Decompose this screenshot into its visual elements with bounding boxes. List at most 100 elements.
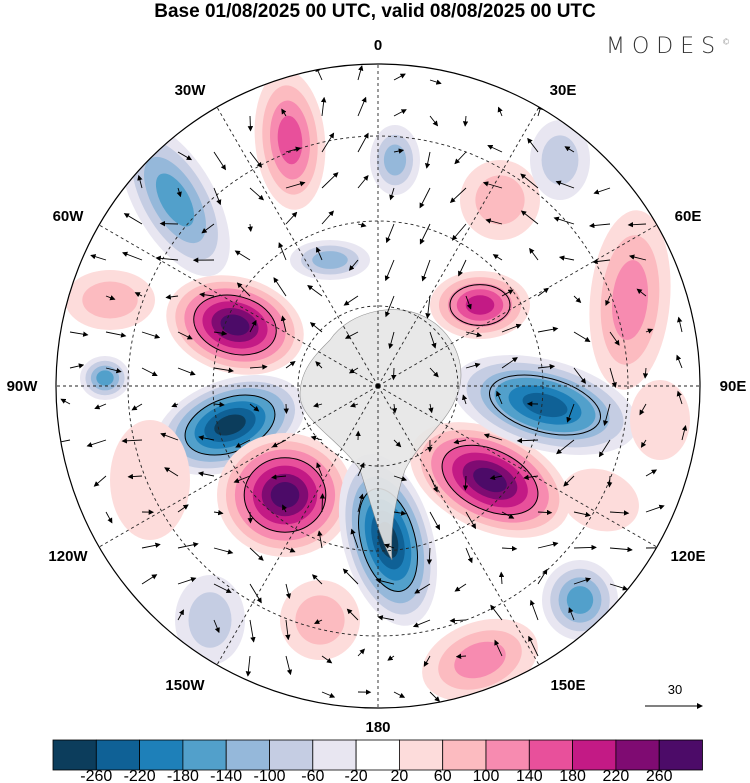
wind-vector xyxy=(429,691,440,702)
wind-vector xyxy=(639,403,647,416)
colorbar-label: -140 xyxy=(210,768,242,783)
wind-vector xyxy=(164,467,179,477)
wind-vector xyxy=(94,403,107,410)
meridian-line xyxy=(377,99,544,387)
wind-vector xyxy=(285,181,306,189)
wind-vector xyxy=(388,331,395,350)
wind-vector xyxy=(249,547,264,561)
wind-vector xyxy=(384,259,395,282)
wind-vector xyxy=(273,277,287,297)
wind-vector xyxy=(319,493,326,513)
wind-vector xyxy=(313,402,323,408)
wind-vector xyxy=(321,132,335,153)
anomaly-blob xyxy=(120,123,230,277)
copyright-mark: © xyxy=(722,37,731,47)
wind-vector xyxy=(90,254,107,261)
longitude-label: 60E xyxy=(675,208,702,225)
wind-vector xyxy=(492,254,503,261)
wind-vector xyxy=(489,474,503,481)
wind-vector xyxy=(573,367,586,384)
wind-vector xyxy=(346,608,359,621)
wind-vector xyxy=(213,510,224,516)
wind-vector xyxy=(177,331,193,340)
wind-vector xyxy=(236,282,251,297)
wind-vector xyxy=(313,619,323,624)
wind-vector xyxy=(681,425,688,441)
meridian-line xyxy=(91,385,379,552)
wind-vector xyxy=(453,439,467,445)
wind-vector xyxy=(414,583,431,594)
wind-vector xyxy=(527,137,539,153)
wind-vector xyxy=(555,180,575,189)
meridian-line xyxy=(377,220,665,387)
wind-vector xyxy=(429,511,441,531)
wind-vector xyxy=(357,96,367,117)
colorbar-label: -180 xyxy=(167,768,199,783)
wind-vector xyxy=(213,619,220,634)
wind-vector xyxy=(449,617,467,624)
wind-vector xyxy=(419,187,431,209)
wind-vector xyxy=(213,187,222,206)
wind-vector xyxy=(516,437,539,444)
wind-vector xyxy=(566,403,575,423)
wind-vector xyxy=(462,475,469,491)
wind-vector xyxy=(105,511,113,524)
longitude-label: 60W xyxy=(53,208,85,225)
wind-vector xyxy=(233,475,251,484)
wind-vector xyxy=(123,213,143,225)
wind-vector xyxy=(278,242,287,261)
wind-vector xyxy=(198,435,215,441)
wind-vector xyxy=(357,175,369,189)
wind-vector xyxy=(485,218,503,225)
wind-vector xyxy=(465,362,481,369)
wind-vector xyxy=(315,246,323,261)
wind-vector xyxy=(160,432,179,441)
wind-vector xyxy=(321,655,333,664)
wind-vector xyxy=(165,294,179,300)
meridian-line xyxy=(212,385,379,673)
colorbar-swatch xyxy=(528,739,573,771)
anomaly-blob xyxy=(460,160,540,240)
longitude-label: 120W xyxy=(48,548,88,565)
anomaly-blob xyxy=(430,271,530,339)
wind-vector xyxy=(563,475,575,487)
brand-text: MODES xyxy=(606,34,723,59)
wind-vector xyxy=(342,568,359,585)
wind-vector xyxy=(349,402,359,408)
colorbar-label: -60 xyxy=(301,768,324,783)
wind-vector xyxy=(429,331,437,349)
wind-vector xyxy=(285,361,296,369)
colorbar-label: -20 xyxy=(345,768,368,783)
colorbar-label: -100 xyxy=(253,768,285,783)
wind-vector xyxy=(605,295,611,306)
meridian-line xyxy=(91,220,379,387)
wind-vector xyxy=(357,132,369,153)
anomaly-blob xyxy=(110,420,190,540)
wind-vector xyxy=(498,571,505,585)
wind-vector xyxy=(676,354,683,369)
wind-vector xyxy=(483,433,503,441)
anomaly-blob xyxy=(589,210,671,390)
wind-vector xyxy=(285,619,291,641)
antarctica-land xyxy=(299,309,462,561)
wind-vector xyxy=(377,615,395,621)
wind-vector xyxy=(177,151,193,161)
wind-vector xyxy=(645,328,654,334)
colorbar-swatch xyxy=(312,739,357,771)
wind-vector xyxy=(564,146,575,153)
wind-vector xyxy=(249,619,256,643)
colorbar-label: 220 xyxy=(603,768,630,783)
wind-vector xyxy=(497,106,503,117)
colorbar-label: 260 xyxy=(646,768,673,783)
colorbar-label: 60 xyxy=(434,768,452,783)
wind-vector xyxy=(537,287,550,297)
wind-vector xyxy=(390,367,397,381)
wind-vector xyxy=(321,172,339,189)
wind-vector xyxy=(317,530,323,549)
wind-vector xyxy=(458,259,467,277)
wind-vector xyxy=(385,295,395,318)
wind-vector xyxy=(537,541,559,549)
wind-vector xyxy=(234,250,251,261)
wind-vector xyxy=(249,151,263,168)
